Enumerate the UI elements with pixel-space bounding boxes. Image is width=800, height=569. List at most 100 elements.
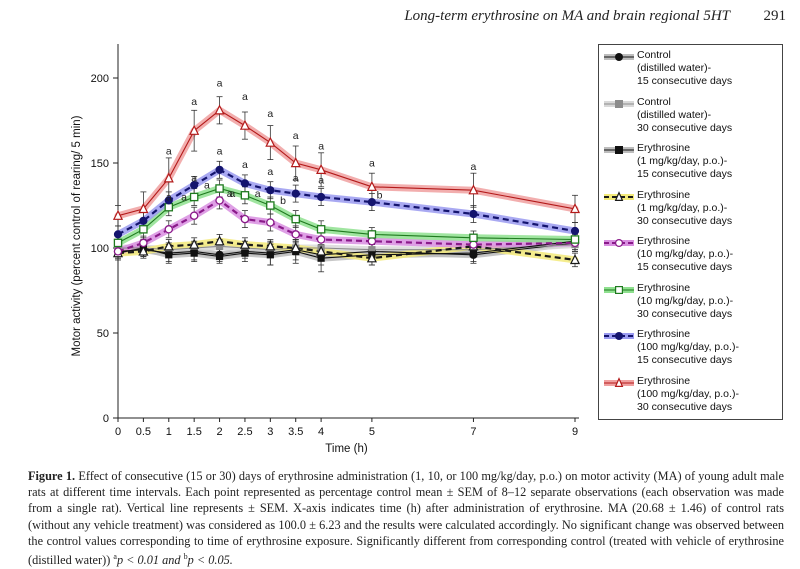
legend-swatch: [604, 238, 634, 248]
significance-label: a: [267, 166, 273, 178]
legend-label-line: 15 consecutive days: [637, 168, 733, 180]
legend-swatch: [604, 331, 634, 341]
data-point: [266, 186, 275, 195]
data-point: [366, 252, 377, 263]
data-point: [316, 163, 327, 174]
legend-label-line: Erythrosine: [637, 235, 691, 247]
significance-label: a: [267, 108, 273, 120]
y-axis-label: Motor activity (percent control of reari…: [71, 115, 83, 356]
legend-label-line: Control: [637, 49, 671, 61]
data-point: [215, 165, 224, 174]
legend-item: Erythrosine (1 mg/kg/day, p.o.)- 30 consec…: [599, 188, 784, 234]
legend-swatch: [604, 52, 634, 62]
data-point: [317, 254, 325, 262]
legend-label-line: Control: [637, 95, 671, 108]
data-point: [240, 191, 250, 200]
data-point: [189, 192, 199, 202]
significance-label: b: [280, 195, 286, 207]
legend-swatch: [604, 285, 634, 294]
series-line: [117, 240, 576, 259]
data-point: [138, 202, 149, 214]
data-point: [239, 238, 251, 249]
data-point: [112, 209, 124, 220]
series-line: [117, 199, 576, 253]
x-tick-label: 2: [216, 426, 222, 438]
legend-label-line: (1 mg/kg/day, p.o.)-: [637, 201, 728, 214]
data-point: [165, 251, 173, 259]
x-tick-label: 1.5: [187, 426, 202, 438]
caption-text: Effect of consecutive (15 or 30) days of…: [28, 469, 784, 568]
data-point: [368, 246, 376, 254]
data-point: [214, 104, 225, 115]
data-point: [266, 251, 274, 259]
legend-item: Erythrosine (10 mg/kg/day, p.o.)- 15 conse…: [599, 234, 784, 280]
significance-label: b: [377, 190, 383, 202]
data-point: [215, 242, 224, 250]
data-point: [113, 230, 123, 239]
significance-label: a: [166, 146, 172, 158]
data-point: [316, 245, 327, 256]
data-point: [189, 211, 199, 220]
data-point: [569, 202, 581, 214]
x-axis-label: Time (h): [325, 443, 368, 455]
x-tick-label: 3.5: [288, 426, 303, 438]
y-tick-label: 50: [97, 328, 109, 340]
data-point: [239, 119, 251, 130]
data-point: [570, 235, 580, 244]
caption-label: Figure 1.: [28, 469, 76, 483]
data-point: [113, 238, 123, 248]
legend-item: Erythrosine (100 mg/kg/day, p.o.)- 15 cons…: [599, 327, 784, 373]
significance-label: a: [227, 188, 233, 200]
legend-label: Erythrosine (1 mg/kg/day, p.o.)- 15 consec…: [637, 142, 732, 181]
data-point: [214, 235, 225, 246]
significance-label: a: [191, 96, 197, 108]
legend-item: Erythrosine (1 mg/kg/day, p.o.)- 15 consec…: [599, 141, 784, 187]
data-point: [215, 252, 224, 261]
data-point: [468, 184, 479, 195]
legend-swatch: [604, 99, 634, 108]
significance-label: a: [242, 159, 248, 171]
data-point: [164, 225, 174, 234]
data-point: [139, 225, 148, 234]
data-point: [189, 124, 200, 135]
data-point: [317, 192, 326, 202]
sig-a-text: p < 0.01 and: [116, 553, 184, 568]
data-point: [139, 216, 148, 225]
significance-label: a: [204, 180, 210, 192]
data-point: [113, 247, 123, 256]
data-point: [367, 198, 376, 207]
legend-label-line: (10 mg/kg/day, p.o.)-: [637, 248, 734, 260]
data-point: [163, 172, 174, 183]
sig-b-text: p < 0.05.: [187, 553, 233, 568]
data-point: [164, 196, 173, 205]
significance-label: a: [229, 188, 235, 200]
y-tick-label: 0: [103, 413, 109, 425]
legend-label: Control (distilled water)- 30 consecutive …: [637, 96, 732, 135]
legend-swatch: [604, 190, 634, 201]
significance-label: a: [217, 146, 223, 158]
legend-swatch: [604, 145, 634, 155]
sig-b-mark: b: [183, 552, 188, 562]
data-point: [469, 240, 478, 249]
motor-activity-chart: 0 50 100 150 200 0 0.5 1 1.5 2 2.5 3 3.5 4 5 7 9 Time (h)…: [71, 44, 581, 455]
data-point: [215, 196, 224, 205]
data-point: [367, 230, 377, 239]
series-line: [117, 242, 576, 256]
data-point: [291, 230, 300, 239]
significance-label: a: [318, 140, 324, 152]
series-line: [117, 240, 576, 261]
x-tick-label: 5: [369, 426, 375, 438]
legend-label-line: (1 mg/kg/day, p.o.)-: [637, 155, 728, 167]
x-tick-label: 9: [572, 426, 578, 438]
legend-label-line: (100 mg/kg/day, p.o.)-: [637, 387, 739, 400]
legend-item: Erythrosine (10 mg/kg/day, p.o.)- 30 conse…: [599, 281, 784, 327]
x-tick-label: 4: [318, 426, 324, 438]
legend-item: Erythrosine (100 mg/kg/day, p.o.)- 30 cons…: [599, 374, 784, 420]
data-point: [164, 202, 174, 212]
x-tick-label: 3: [267, 426, 273, 438]
data-point: [241, 249, 249, 257]
significance-label: a: [166, 191, 172, 203]
legend-label-line: (100 mg/kg/day, p.o.)-: [637, 341, 739, 353]
data-point: [138, 245, 149, 256]
legend-label: Control (distilled water)- 15 consecutive …: [637, 49, 732, 88]
